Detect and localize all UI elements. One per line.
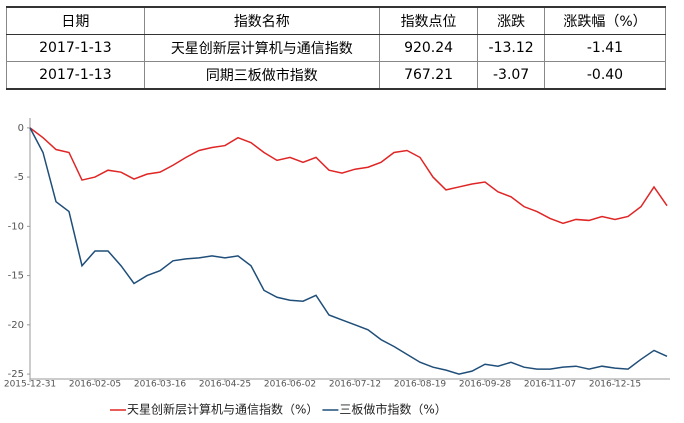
y-tick-label: -15: [8, 271, 24, 282]
table-row: 2017-1-13 天星创新层计算机与通信指数 920.24 -13.12 -1.41: [6, 34, 667, 62]
table-cell: 天星创新层计算机与通信指数: [143, 34, 380, 62]
x-tick-label: 2016-11-07: [524, 380, 576, 390]
table-cell: -3.07: [477, 61, 545, 90]
y-tick-label: -20: [8, 320, 24, 331]
series-line: [29, 127, 668, 375]
legend-label: 天星创新层计算机与通信指数（%）: [127, 402, 318, 417]
y-tick-label: -5: [14, 172, 24, 183]
header-cell: 日期: [6, 6, 145, 35]
y-tick-label: 0: [18, 123, 24, 134]
x-tick-label: 2016-04-25: [199, 380, 251, 390]
x-tick-label: 2016-02-05: [69, 380, 121, 390]
x-tick-label: 2016-09-28: [459, 380, 512, 390]
table-cell: -1.41: [543, 34, 667, 62]
x-tick-label: 2015-12-31: [4, 380, 56, 390]
header-cell: 涨跌: [477, 6, 545, 35]
table-cell: -0.40: [543, 61, 667, 90]
table-cell: 920.24: [378, 34, 479, 62]
x-tick-label: 2016-08-19: [394, 380, 447, 390]
table-cell: 767.21: [378, 61, 479, 90]
x-tick-label: 2016-07-12: [329, 380, 381, 390]
x-tick-label: 2016-03-16: [134, 380, 187, 390]
header-cell: 指数点位: [378, 6, 479, 35]
table-cell: 同期三板做市指数: [143, 61, 380, 90]
series-line: [29, 127, 668, 225]
header-cell: 涨跌幅（%）: [543, 6, 667, 35]
table-row: 2017-1-13 同期三板做市指数 767.21 -3.07 -0.40: [6, 61, 667, 90]
y-tick-label: -10: [8, 221, 24, 232]
table: 日期 指数名称 指数点位 涨跌 涨跌幅（%） 2017-1-13 天星创新层计算机与通信指数…: [6, 6, 667, 90]
table-cell: 2017-1-13: [6, 34, 145, 62]
legend-label: 三板做市指数（%）: [339, 402, 446, 417]
header-cell: 指数名称: [143, 6, 380, 35]
table-cell: 2017-1-13: [6, 61, 145, 90]
x-tick-label: 2016-06-02: [264, 380, 316, 390]
table-cell: -13.12: [477, 34, 545, 62]
x-tick-label: 2016-12-15: [589, 380, 641, 390]
y-tick-label: -25: [8, 369, 24, 380]
